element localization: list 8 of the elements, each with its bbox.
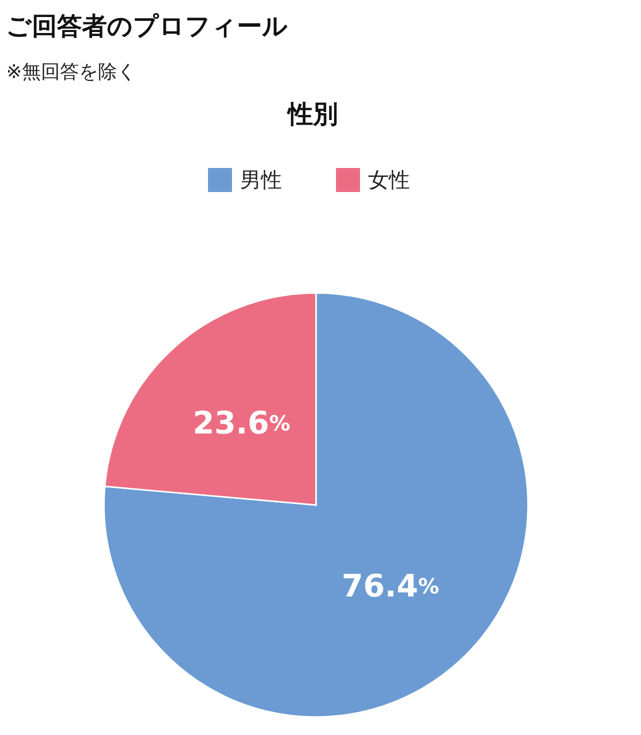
pie-slice [103, 292, 529, 718]
data-label: 76.4% [342, 568, 440, 604]
data-label: 23.6% [192, 406, 290, 442]
legend-label: 男性 [240, 168, 282, 192]
text: ※無回答を除く [6, 61, 136, 83]
chart-title: ご回答者のプロフィール [6, 12, 288, 40]
chart-subtitle: 性別 [286, 100, 338, 128]
legend-label: 女性 [368, 168, 410, 192]
